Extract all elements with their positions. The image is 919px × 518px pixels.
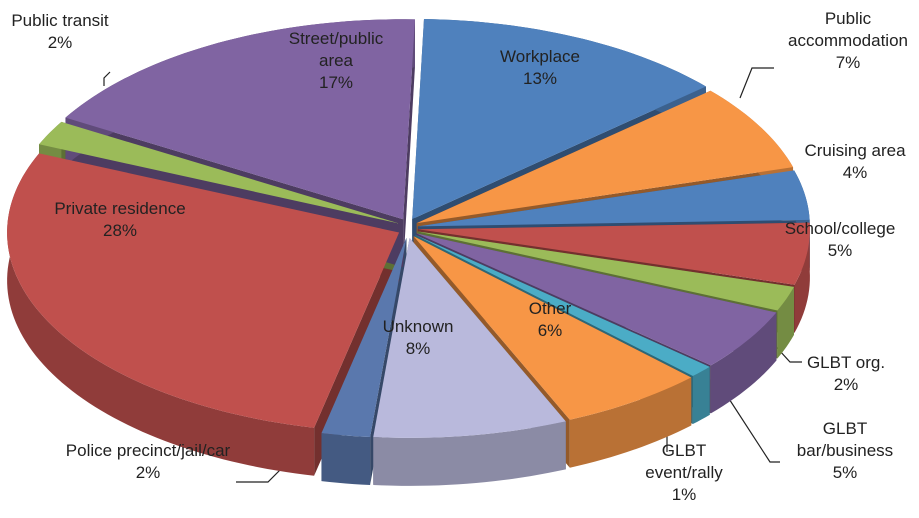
value-label: 2% <box>833 375 859 394</box>
slice-label: Unknown 8% <box>358 316 478 360</box>
slice-label: Police precinct/jail/car 2% <box>58 440 238 484</box>
leader-line <box>721 387 780 463</box>
slice-label: Public accommodation 7% <box>773 8 919 74</box>
slice-label: Workplace 13% <box>475 46 605 90</box>
slice <box>417 170 810 227</box>
slice <box>373 237 566 438</box>
value-label: 8% <box>405 339 431 358</box>
category-label: Workplace <box>500 47 580 66</box>
slice <box>415 234 710 377</box>
category-label: GLBT org. <box>806 353 886 372</box>
slice-side <box>692 366 710 425</box>
slice-label: Public transit 2% <box>0 10 120 54</box>
slice-wall <box>403 19 415 268</box>
slice-label: Street/public area 17% <box>276 28 396 94</box>
slice <box>65 19 415 220</box>
leader-line <box>739 67 774 99</box>
slice-label: Private residence 28% <box>20 198 220 242</box>
slice <box>39 121 400 224</box>
value-label: 17% <box>318 73 354 92</box>
category-label: Unknown <box>382 317 454 336</box>
slice <box>416 233 777 366</box>
category-label: Public accommodation <box>787 9 908 50</box>
category-label: GLBT event/rally <box>645 441 723 482</box>
value-label: 13% <box>522 69 558 88</box>
category-label: Private residence <box>54 199 186 218</box>
category-label: Police precinct/jail/car <box>65 441 231 460</box>
category-label: Public transit <box>11 11 109 30</box>
slice <box>417 222 810 285</box>
slice <box>416 90 794 224</box>
value-label: 7% <box>835 53 861 72</box>
slice-label: School/college 5% <box>770 218 910 262</box>
slice-side <box>569 377 692 468</box>
value-label: 4% <box>842 163 868 182</box>
leader-line <box>103 71 111 86</box>
value-label: 2% <box>135 463 161 482</box>
slice <box>321 237 407 438</box>
slice-side <box>777 286 795 359</box>
slice-side <box>7 153 315 476</box>
slice-side <box>794 222 810 333</box>
slice <box>412 19 706 219</box>
value-label: 6% <box>537 321 563 340</box>
category-label: Street/public area <box>288 29 384 70</box>
slice-side <box>321 433 371 486</box>
category-label: GLBT bar/business <box>796 419 894 460</box>
value-label: 28% <box>102 221 138 240</box>
slice <box>7 153 400 428</box>
slice <box>417 231 795 311</box>
value-label: 1% <box>671 485 697 504</box>
slice-side <box>373 421 566 486</box>
slice-side <box>710 312 777 414</box>
value-label: 5% <box>827 241 853 260</box>
category-label: Cruising area <box>804 141 906 160</box>
slice <box>413 236 692 420</box>
slice-label: GLBT org. 2% <box>801 352 891 396</box>
slice-label: Other 6% <box>505 298 595 342</box>
category-label: School/college <box>784 219 896 238</box>
value-label: 2% <box>47 33 73 52</box>
value-label: 5% <box>832 463 858 482</box>
slice-label: Cruising area 4% <box>790 140 919 184</box>
slice-label: GLBT event/rally 1% <box>639 440 729 506</box>
slice-label: GLBT bar/business 5% <box>780 418 910 484</box>
category-label: Other <box>528 299 572 318</box>
